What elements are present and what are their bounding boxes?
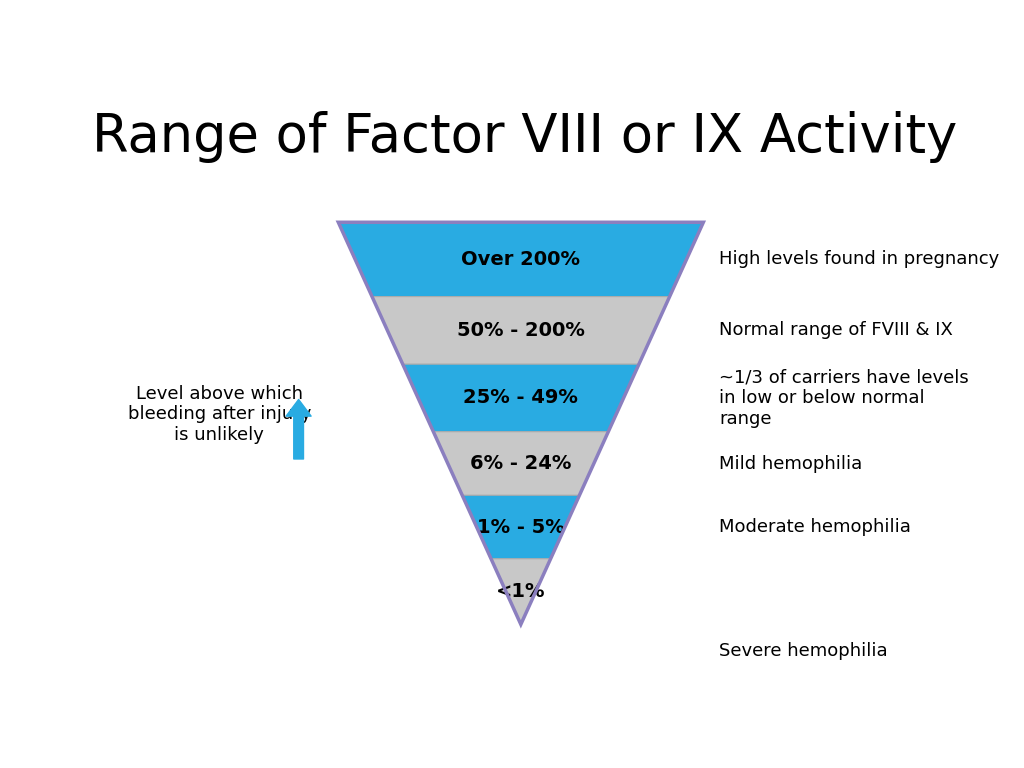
Text: 50% - 200%: 50% - 200% (457, 321, 585, 340)
Text: 6% - 24%: 6% - 24% (470, 454, 571, 473)
Text: Normal range of FVIII & IX: Normal range of FVIII & IX (719, 322, 953, 339)
Text: <1%: <1% (496, 582, 546, 601)
Text: 25% - 49%: 25% - 49% (464, 389, 579, 408)
Text: Level above which
bleeding after injury
is unlikely: Level above which bleeding after injury … (128, 385, 311, 444)
Polygon shape (372, 296, 670, 364)
Polygon shape (492, 559, 551, 624)
Text: Over 200%: Over 200% (462, 250, 581, 269)
Polygon shape (402, 364, 639, 432)
Polygon shape (433, 432, 608, 495)
Text: 1% - 5%: 1% - 5% (477, 518, 564, 537)
Text: ~1/3 of carriers have levels
in low or below normal
range: ~1/3 of carriers have levels in low or b… (719, 368, 969, 428)
Text: Range of Factor VIII or IX Activity: Range of Factor VIII or IX Activity (92, 111, 957, 163)
Text: Mild hemophilia: Mild hemophilia (719, 455, 862, 472)
FancyArrowPatch shape (286, 399, 311, 459)
Polygon shape (462, 495, 580, 559)
Text: Severe hemophilia: Severe hemophilia (719, 642, 888, 660)
Text: Moderate hemophilia: Moderate hemophilia (719, 518, 911, 536)
Polygon shape (338, 222, 703, 296)
Text: High levels found in pregnancy: High levels found in pregnancy (719, 250, 999, 269)
